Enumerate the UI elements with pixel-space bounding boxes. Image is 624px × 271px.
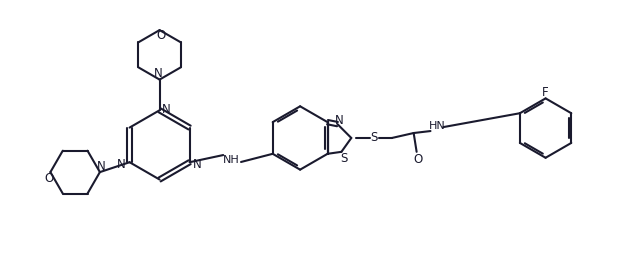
Text: N: N xyxy=(117,158,126,171)
Text: N: N xyxy=(154,67,163,80)
Text: N: N xyxy=(193,158,202,171)
Text: S: S xyxy=(341,152,348,165)
Text: O: O xyxy=(413,153,422,166)
Text: F: F xyxy=(542,86,549,99)
Text: O: O xyxy=(45,172,54,185)
Text: N: N xyxy=(97,160,105,173)
Text: N: N xyxy=(335,114,344,127)
Text: S: S xyxy=(371,131,378,144)
Text: HN: HN xyxy=(429,121,446,131)
Text: O: O xyxy=(156,28,165,41)
Text: N: N xyxy=(162,103,171,116)
Text: NH: NH xyxy=(223,155,240,165)
